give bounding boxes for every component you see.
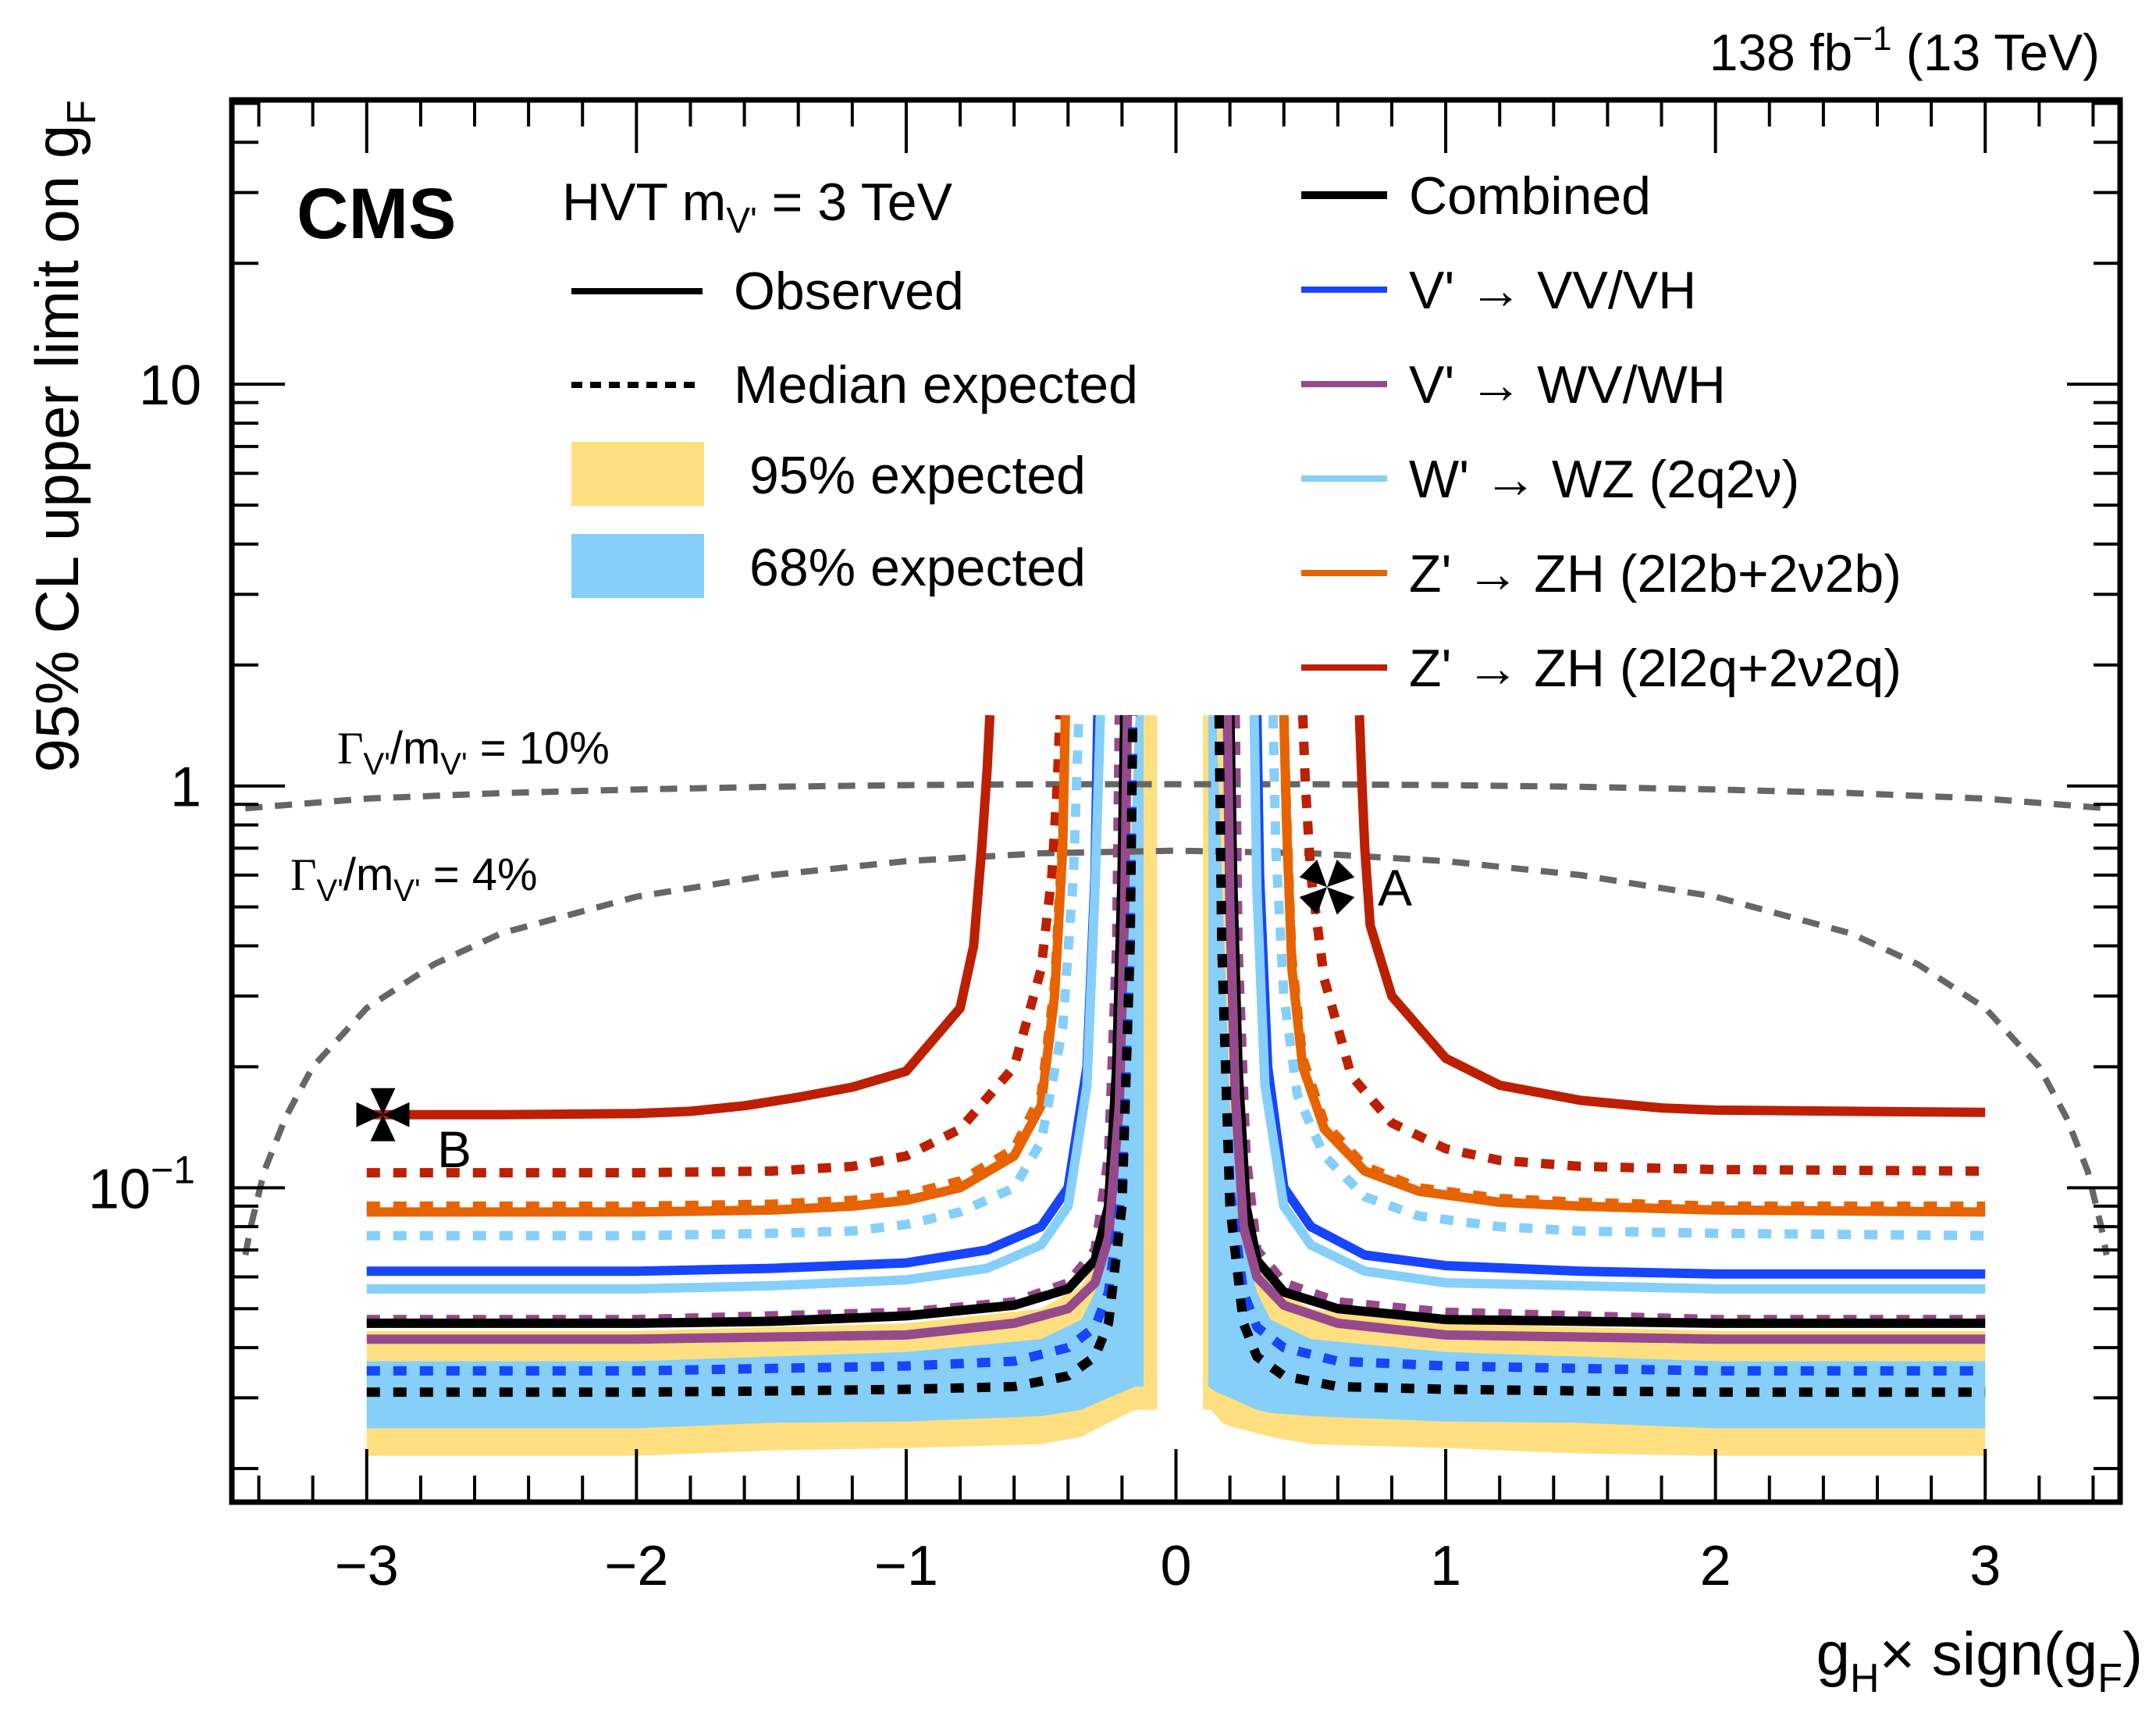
channel-label: Z' → ZH (2l2q+2ν2q) (1409, 639, 1902, 698)
channel-label: Combined (1409, 166, 1651, 226)
width-curve-0 (244, 781, 2108, 812)
series-3-right (1279, 714, 1986, 1211)
y-axis-title: 95% CL upper limit on gF (23, 100, 105, 772)
x-tick-label: 1 (1430, 1535, 1461, 1597)
legend-title: HVT mV' = 3 TeV (562, 173, 953, 240)
band68-left (366, 715, 1144, 1429)
series-6-right (1249, 715, 1986, 1294)
series-10-right (1214, 715, 1986, 1376)
series-7-left (366, 715, 1124, 1325)
channel-label: V' → VV/VH (1409, 261, 1696, 320)
series-4-right (1268, 714, 1986, 1241)
lumi-label: 138 fb−1 (13 TeV) (1710, 20, 2100, 81)
width-label-10: ΓV'/mV' = 10% (337, 723, 610, 782)
legend-68-label: 68% expected (749, 538, 1086, 597)
marker-label-a: A (1378, 859, 1412, 917)
legend-95-label: 95% expected (749, 446, 1086, 505)
marker-shape (1299, 859, 1355, 915)
x-tick-label: −3 (335, 1535, 399, 1597)
band68-right (1208, 715, 1986, 1429)
limit-curves (366, 714, 1986, 1398)
marker-a (1299, 859, 1355, 915)
x-tick-label: 2 (1700, 1535, 1731, 1597)
series-9-right (1222, 715, 1986, 1344)
series-2-right (1279, 714, 1986, 1217)
width-curves (242, 781, 2110, 1256)
legend-95-swatch (571, 442, 704, 506)
legend-expected-label: Median expected (734, 355, 1138, 415)
series-1-left (366, 714, 1065, 1178)
y-tick-label: 10−1 (88, 1148, 195, 1220)
marker-shape (356, 1088, 410, 1141)
x-tick-label: 0 (1160, 1535, 1191, 1597)
marker-b (356, 1088, 410, 1141)
x-tick-label: −1 (874, 1535, 938, 1597)
channel-label: V' → WV/WH (1409, 355, 1726, 415)
x-tick-label: −2 (604, 1535, 668, 1597)
series-3-left (366, 714, 1070, 1211)
channel-label: W' → WZ (2q2ν) (1409, 450, 1799, 509)
y-tick-label: 10 (139, 354, 201, 417)
series-11-right (1214, 715, 1986, 1398)
benchmark-markers (356, 859, 1355, 1141)
style-legend: HVT mV' = 3 TeV Observed Median expected… (562, 173, 1138, 598)
marker-label-b: B (437, 1120, 471, 1178)
expected-bands (366, 715, 1986, 1456)
axis-ticks (232, 100, 2120, 1502)
legend-observed-label: Observed (734, 262, 964, 321)
series-1-right (1297, 714, 1986, 1176)
series-11-left (366, 715, 1138, 1398)
x-tick-label: 3 (1969, 1535, 2001, 1597)
channel-legend: Combined V' → VV/VH V' → WV/WH W' → WZ (2q2… (1301, 166, 1902, 698)
width-curve-1 (242, 847, 2110, 1256)
series-4-left (366, 714, 1084, 1241)
series-6-left (366, 714, 1105, 1294)
y-tick-label: 1 (170, 757, 201, 819)
width-label-4: ΓV'/mV' = 4% (290, 849, 538, 908)
series-0-left (366, 714, 995, 1120)
axis-tick-labels: −3 −2 −1 0 1 2 3 10−1 1 10 (88, 354, 2001, 1597)
series-2-left (366, 714, 1070, 1217)
x-axis-title: gH× sign(gF) (1816, 1619, 2143, 1701)
series-0-right (1354, 714, 1986, 1117)
channel-label: Z' → ZH (2l2b+2ν2b) (1409, 544, 1902, 604)
experiment-label: CMS (297, 174, 456, 254)
series-9-left (366, 715, 1133, 1344)
legend-68-swatch (571, 534, 704, 598)
